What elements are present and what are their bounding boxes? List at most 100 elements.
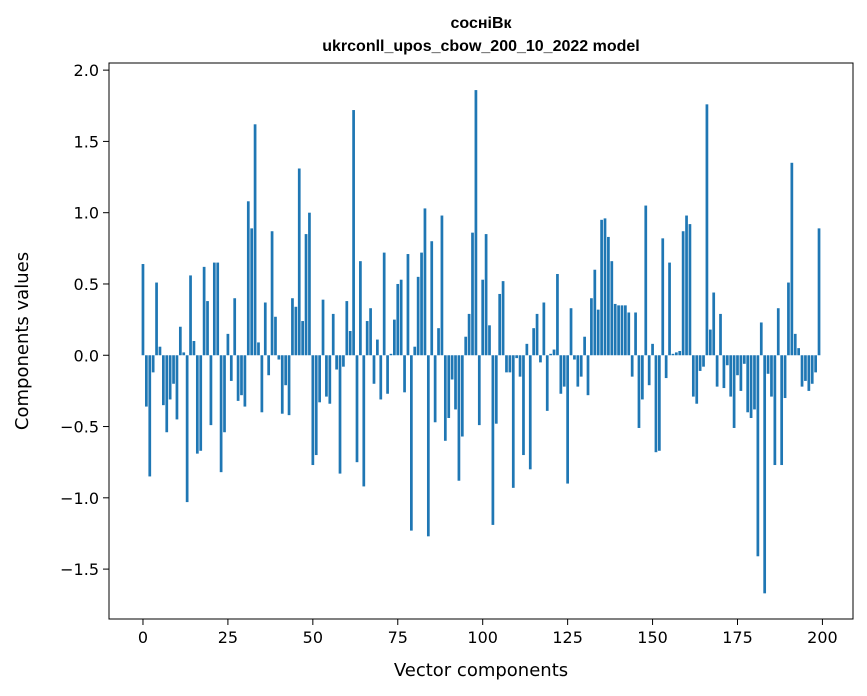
bar — [318, 355, 321, 403]
bar — [658, 355, 661, 451]
bar — [518, 355, 522, 377]
bar — [406, 254, 410, 356]
bar — [382, 252, 386, 356]
x-tick-label: 175 — [722, 628, 753, 647]
bar — [277, 355, 281, 360]
bar — [477, 355, 481, 426]
bar — [229, 355, 233, 381]
bar — [817, 228, 821, 356]
bar — [810, 355, 814, 384]
bar — [263, 302, 267, 356]
bar — [287, 355, 291, 416]
bar — [759, 322, 763, 356]
bar — [539, 355, 542, 363]
bar — [155, 282, 158, 356]
bar — [403, 355, 406, 393]
x-axis-ticks: 0 25 50 75 100 125 150 175 200 — [138, 619, 838, 647]
bar — [437, 328, 440, 356]
bar — [172, 355, 175, 384]
bar — [511, 355, 515, 488]
bar — [185, 355, 189, 503]
bar — [158, 346, 162, 356]
bar — [664, 355, 668, 379]
bar — [246, 201, 250, 356]
bar — [233, 298, 237, 356]
bar — [573, 355, 576, 360]
bar — [376, 339, 379, 356]
bar — [702, 355, 705, 367]
bar — [426, 355, 430, 537]
bar — [471, 232, 474, 356]
bar — [515, 355, 519, 359]
bar — [325, 355, 328, 397]
bar — [600, 219, 603, 356]
bar — [297, 168, 301, 356]
bar — [545, 355, 549, 411]
y-axis-label: Components values — [12, 252, 33, 430]
bar — [613, 303, 617, 356]
bar — [624, 305, 627, 356]
bar — [270, 231, 274, 356]
bar — [430, 241, 434, 356]
bar — [447, 355, 451, 418]
bar — [729, 355, 733, 397]
chart-subtitle: ukrconll_upos_cbow_200_10_2022 model — [322, 38, 639, 55]
bar — [569, 308, 573, 356]
x-axis-label: Vector components — [394, 660, 568, 681]
bar — [627, 312, 631, 356]
bar — [250, 228, 254, 356]
bar — [579, 355, 583, 377]
bar — [488, 325, 491, 356]
bar — [484, 234, 488, 356]
bar — [321, 299, 325, 356]
bar — [413, 346, 417, 356]
bar-series — [141, 90, 821, 594]
bar — [807, 355, 811, 391]
x-tick-label: 25 — [218, 628, 238, 647]
bar — [749, 355, 753, 418]
bar — [770, 355, 773, 397]
bar — [162, 355, 165, 406]
bar — [763, 355, 767, 594]
bar — [766, 355, 770, 374]
bar — [549, 353, 552, 356]
bar — [379, 355, 383, 400]
y-axis-ticks: 2.0 1.5 1.0 0.5 0.0 −0.5 −1.0 −1.5 — [60, 61, 109, 579]
bar — [365, 321, 369, 356]
bar — [494, 355, 498, 424]
bar — [508, 355, 512, 373]
bar — [195, 355, 199, 454]
bar — [542, 302, 546, 356]
bar — [678, 350, 682, 356]
bar — [498, 293, 502, 356]
bar — [586, 355, 590, 396]
y-tick-label: 1.5 — [74, 132, 99, 151]
bar — [304, 234, 308, 356]
bar — [396, 283, 400, 356]
bar — [576, 355, 580, 387]
y-tick-label: −1.5 — [60, 560, 99, 579]
bar — [338, 355, 342, 474]
bar — [590, 298, 593, 356]
bar — [253, 124, 257, 356]
y-tick-label: 0.5 — [74, 275, 99, 294]
bar — [793, 333, 797, 356]
bar — [797, 348, 800, 356]
bar — [314, 355, 318, 456]
bar — [552, 349, 556, 356]
bar — [722, 355, 726, 389]
bar — [369, 308, 372, 356]
bar — [199, 355, 203, 451]
bar — [654, 355, 658, 453]
bar — [715, 355, 719, 387]
bar — [630, 355, 634, 377]
bar — [756, 355, 760, 557]
bar — [267, 355, 271, 376]
bar — [634, 312, 637, 356]
bar — [783, 355, 787, 399]
bar — [182, 352, 186, 356]
bar — [481, 279, 485, 356]
bar — [814, 355, 817, 373]
bar — [335, 355, 338, 370]
